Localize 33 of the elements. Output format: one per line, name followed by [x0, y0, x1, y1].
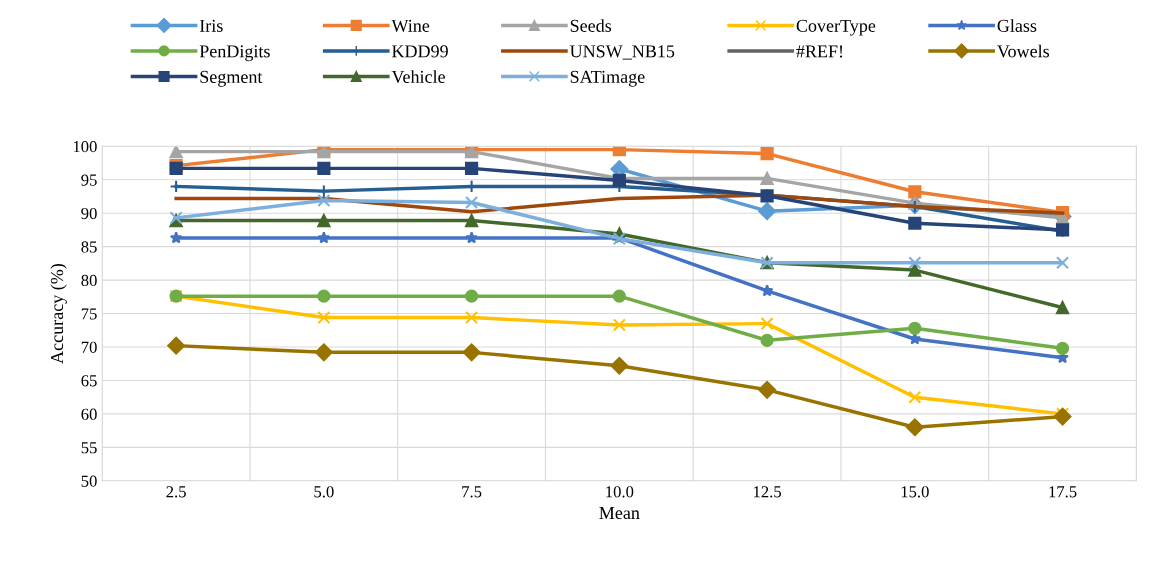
legend-label: KDD99 — [391, 45, 448, 58]
legend-label: CoverType — [796, 19, 876, 36]
y-tick-label: 70 — [81, 341, 97, 353]
legend-label: #REF! — [796, 45, 843, 58]
y-tick-label: 50 — [81, 475, 97, 487]
y-tick-label: 55 — [81, 442, 97, 454]
legend-label: PenDigits — [199, 45, 270, 62]
y-tick-label: 80 — [81, 274, 97, 287]
y-tick-label: 90 — [81, 207, 97, 220]
x-tick-label: 10.0 — [606, 486, 634, 498]
y-tick-label: 65 — [81, 375, 97, 387]
x-axis-title: Mean — [599, 507, 640, 520]
y-tick-label: 95 — [81, 174, 97, 186]
y-tick-label: 85 — [81, 241, 97, 253]
y-axis-title: Accuracy (%) — [50, 263, 67, 364]
legend-label: Wine — [391, 19, 430, 32]
x-tick-label: 15.0 — [901, 486, 929, 498]
legend-label: Iris — [199, 19, 223, 32]
x-tick-label: 5.0 — [314, 486, 334, 498]
y-tick-label: 60 — [81, 408, 97, 420]
legend-label: Vehicle — [391, 70, 445, 84]
legend-label: UNSW_NB15 — [569, 45, 675, 60]
legend-label: SATimage — [570, 70, 645, 87]
legend-label: Vowels — [997, 44, 1050, 58]
legend-label: Segment — [200, 70, 263, 87]
legend-label: Seeds — [570, 19, 612, 32]
x-tick-label: 2.5 — [166, 486, 186, 498]
legend-label: Glass — [997, 19, 1037, 32]
x-tick-label: 12.5 — [753, 486, 782, 498]
x-tick-label: 7.5 — [462, 486, 482, 498]
x-tick-label: 17.5 — [1049, 486, 1077, 498]
y-tick-label: 75 — [81, 308, 97, 320]
y-tick-label: 100 — [73, 140, 97, 153]
